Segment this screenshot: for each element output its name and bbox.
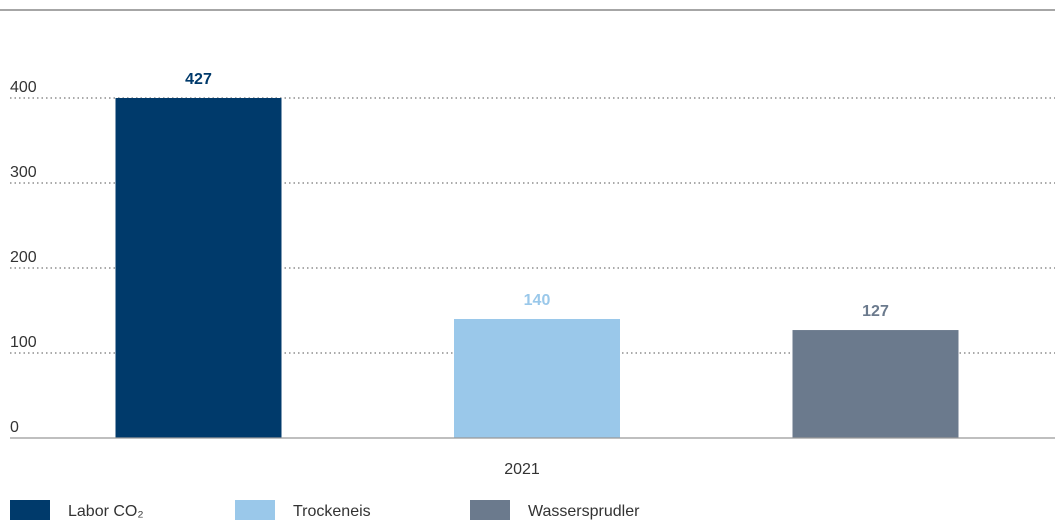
plot-area — [115, 98, 959, 439]
bar — [454, 319, 620, 438]
x-tick-label: 2021 — [504, 461, 540, 478]
legend-label: Labor CO₂ — [68, 503, 144, 520]
legend-swatch — [470, 500, 510, 520]
y-tick-label: 300 — [10, 164, 37, 181]
y-tick-label: 400 — [10, 79, 37, 96]
bar — [792, 330, 959, 438]
legend-swatch — [10, 500, 50, 520]
value-label: 427 — [185, 71, 212, 88]
y-tick-label: 0 — [10, 419, 19, 436]
legend-label: Wassersprudler — [528, 503, 640, 520]
legend-label: Trockeneis — [293, 503, 371, 520]
y-tick-label: 100 — [10, 334, 37, 351]
bar — [115, 98, 282, 439]
value-label: 127 — [862, 303, 889, 320]
value-label: 140 — [524, 292, 551, 309]
y-tick-label: 200 — [10, 249, 37, 266]
legend-swatch — [235, 500, 275, 520]
